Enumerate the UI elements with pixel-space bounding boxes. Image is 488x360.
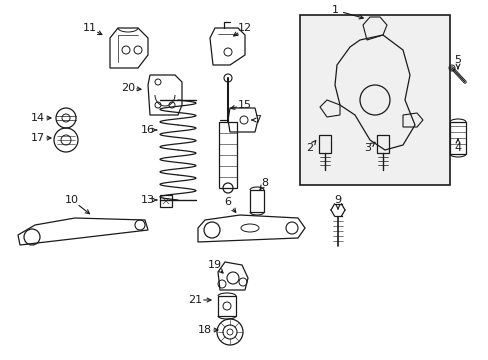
Text: 20: 20 (121, 83, 135, 93)
Text: 13: 13 (141, 195, 155, 205)
Text: 19: 19 (207, 260, 222, 270)
Bar (218, 296, 236, 316)
Text: 12: 12 (238, 23, 251, 33)
Bar (219, 122, 237, 188)
Bar (449, 122, 465, 154)
Text: 11: 11 (83, 23, 97, 33)
Text: 1: 1 (331, 5, 338, 15)
Text: 7: 7 (254, 115, 261, 125)
Text: 15: 15 (238, 100, 251, 110)
Text: 21: 21 (187, 295, 202, 305)
Text: 4: 4 (453, 143, 461, 153)
Bar (318, 135, 330, 153)
Text: 5: 5 (453, 55, 461, 65)
Text: 2: 2 (306, 143, 313, 153)
Text: 10: 10 (65, 195, 79, 205)
Bar (160, 195, 172, 207)
Text: 3: 3 (364, 143, 371, 153)
Bar (299, 15, 449, 185)
Text: 16: 16 (141, 125, 155, 135)
Bar (376, 135, 388, 153)
Text: 18: 18 (198, 325, 212, 335)
Text: 17: 17 (31, 133, 45, 143)
Text: 9: 9 (334, 195, 341, 205)
Text: 8: 8 (261, 178, 268, 188)
Text: 6: 6 (224, 197, 231, 207)
Bar (249, 190, 264, 212)
Text: 14: 14 (31, 113, 45, 123)
